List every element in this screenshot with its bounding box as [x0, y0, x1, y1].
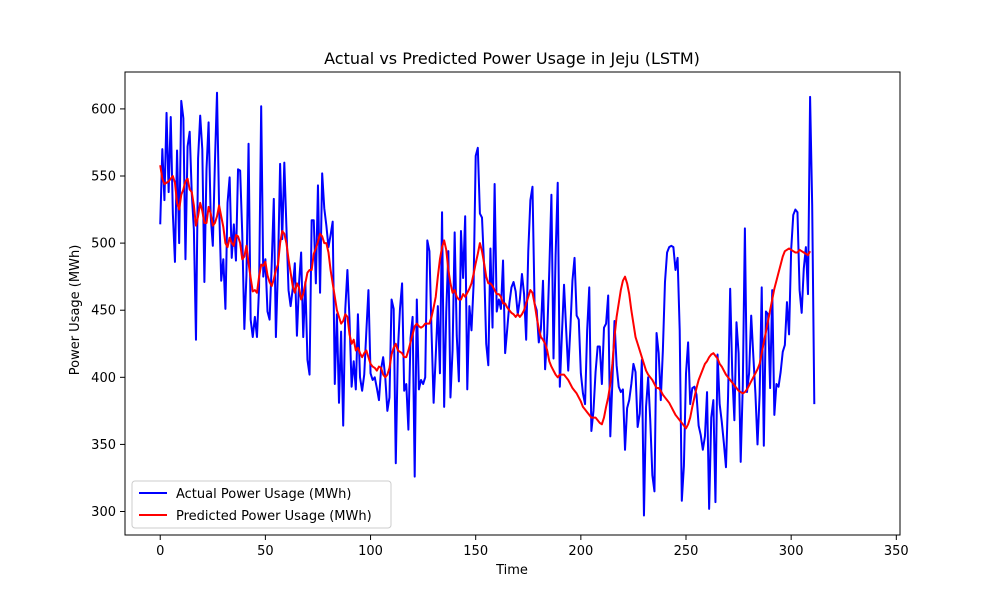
y-axis-label: Power Usage (MWh)	[68, 245, 83, 376]
legend-label-actual: Actual Power Usage (MWh)	[176, 487, 351, 502]
x-tick-label: 200	[568, 544, 593, 559]
y-tick-label: 350	[91, 438, 116, 453]
plot-frame	[124, 71, 901, 536]
y-axis: 300 350 400 450 500 550 600	[91, 102, 125, 520]
y-tick-label: 450	[91, 304, 116, 319]
legend: Actual Power Usage (MWh) Predicted Power…	[131, 480, 392, 529]
y-tick-label: 550	[91, 170, 116, 185]
x-tick-label: 0	[156, 544, 164, 559]
x-tick-label: 300	[779, 544, 804, 559]
y-tick-label: 600	[91, 102, 116, 117]
legend-box	[131, 480, 392, 529]
x-tick-label: 250	[674, 544, 699, 559]
chart-title: Actual vs Predicted Power Usage in Jeju …	[324, 49, 700, 68]
x-tick-label: 50	[257, 544, 274, 559]
series-line-predicted	[159, 165, 811, 430]
y-tick-label: 500	[91, 237, 116, 252]
x-tick-label: 100	[358, 544, 383, 559]
legend-label-predicted: Predicted Power Usage (MWh)	[176, 509, 372, 524]
y-tick-label: 400	[91, 371, 116, 386]
y-tick-label: 300	[91, 505, 116, 520]
series-layer	[159, 91, 816, 517]
x-axis: 0 50 100 150 200 250 300 350	[156, 535, 909, 559]
series-line-actual	[159, 91, 816, 517]
x-tick-label: 150	[463, 544, 488, 559]
x-tick-label: 350	[884, 544, 909, 559]
x-axis-label: Time	[495, 563, 528, 578]
